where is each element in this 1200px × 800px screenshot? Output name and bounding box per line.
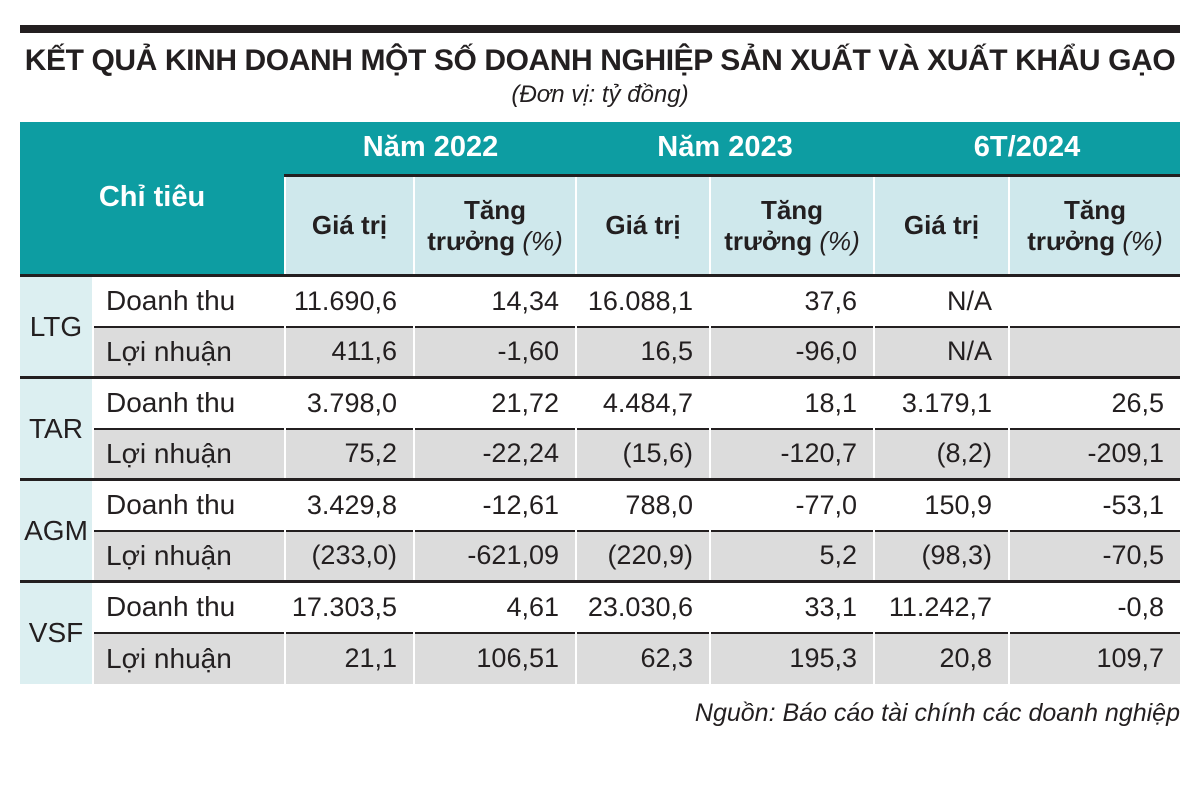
value-cell: 150,9 — [873, 478, 1009, 531]
metric-label: Doanh thu — [92, 478, 285, 531]
value-cell: 106,51 — [413, 631, 576, 684]
unit-note: (Đơn vị: tỷ đồng) — [511, 80, 689, 108]
value-cell: -96,0 — [709, 325, 874, 378]
period-header-6t2024: 6T/2024 — [874, 121, 1181, 177]
metric-label: Lợi nhuận — [92, 427, 285, 480]
value-cell — [1007, 325, 1181, 378]
growth-unit: (%) — [819, 225, 860, 256]
value-cell: 11.690,6 — [284, 275, 414, 327]
value-subheader: Giá trị — [575, 175, 710, 277]
growth-label: Tăng trưởng — [724, 194, 824, 256]
value-cell: 16.088,1 — [575, 275, 710, 327]
profit-row: Lợi nhuận 411,6 -1,60 16,5 -96,0 N/A — [20, 325, 1181, 378]
value-cell: 26,5 — [1007, 376, 1181, 429]
growth-unit: (%) — [522, 225, 563, 256]
value-cell: (220,9) — [575, 529, 710, 582]
metric-label: Doanh thu — [92, 376, 285, 429]
value-cell: 11.242,7 — [873, 580, 1009, 633]
growth-subheader: Tăng trưởng (%) — [413, 175, 576, 277]
ticker-cell: VSF — [20, 580, 93, 684]
value-cell: -77,0 — [709, 478, 874, 531]
value-cell: 195,3 — [709, 631, 874, 684]
period-header-row: Chỉ tiêu Năm 2022 Năm 2023 6T/2024 — [20, 121, 1181, 277]
value-cell: 14,34 — [413, 275, 576, 327]
value-cell: -12,61 — [413, 478, 576, 531]
value-subheader: Giá trị — [284, 175, 414, 277]
value-cell: (15,6) — [575, 427, 710, 480]
revenue-row: VSF Doanh thu 17.303,5 4,61 23.030,6 33,… — [20, 580, 1181, 684]
metric-label: Doanh thu — [92, 580, 285, 633]
value-cell: 109,7 — [1007, 631, 1181, 684]
value-cell: (98,3) — [873, 529, 1009, 582]
value-cell: -0,8 — [1007, 580, 1181, 633]
profit-row: Lợi nhuận 75,2 -22,24 (15,6) -120,7 (8,2… — [20, 427, 1181, 480]
value-cell: -22,24 — [413, 427, 576, 480]
profit-row: Lợi nhuận (233,0) -621,09 (220,9) 5,2 (9… — [20, 529, 1181, 582]
value-cell: 411,6 — [284, 325, 414, 378]
value-cell: 37,6 — [709, 275, 874, 327]
criteria-header: Chỉ tiêu — [20, 121, 285, 277]
metric-label: Lợi nhuận — [92, 529, 285, 582]
value-cell: -209,1 — [1007, 427, 1181, 480]
growth-label: Tăng trưởng — [427, 194, 527, 256]
value-cell: 5,2 — [709, 529, 874, 582]
source-note: Nguồn: Báo cáo tài chính các doanh nghiệ… — [694, 698, 1180, 727]
value-cell: (233,0) — [284, 529, 414, 582]
value-cell: -70,5 — [1007, 529, 1181, 582]
growth-label: Tăng trưởng — [1027, 194, 1127, 256]
value-cell: 21,72 — [413, 376, 576, 429]
results-table: Chỉ tiêu Năm 2022 Năm 2023 6T/2024 Giá t… — [20, 121, 1181, 684]
value-cell: 16,5 — [575, 325, 710, 378]
growth-unit: (%) — [1122, 225, 1163, 256]
value-cell: 23.030,6 — [575, 580, 710, 633]
period-header-2022: Năm 2022 — [285, 121, 576, 177]
value-cell: N/A — [873, 325, 1009, 378]
value-cell: 21,1 — [284, 631, 414, 684]
revenue-row: TAR Doanh thu 3.798,0 21,72 4.484,7 18,1… — [20, 376, 1181, 480]
growth-subheader: Tăng trưởng (%) — [1007, 175, 1181, 277]
value-cell: 3.798,0 — [284, 376, 414, 429]
top-rule — [20, 25, 1180, 33]
ticker-cell: LTG — [20, 275, 93, 378]
ticker-cell: TAR — [20, 376, 93, 480]
period-header-2023: Năm 2023 — [576, 121, 874, 177]
value-cell: -621,09 — [413, 529, 576, 582]
growth-subheader: Tăng trưởng (%) — [709, 175, 874, 277]
value-cell: (8,2) — [873, 427, 1009, 480]
ticker-cell: AGM — [20, 478, 93, 582]
value-cell — [1007, 275, 1181, 327]
value-cell: 20,8 — [873, 631, 1009, 684]
value-cell: -1,60 — [413, 325, 576, 378]
revenue-row: AGM Doanh thu 3.429,8 -12,61 788,0 -77,0… — [20, 478, 1181, 582]
value-cell: 788,0 — [575, 478, 710, 531]
value-subheader: Giá trị — [873, 175, 1009, 277]
revenue-row: LTG Doanh thu 11.690,6 14,34 16.088,1 37… — [20, 275, 1181, 378]
infographic: KẾT QUẢ KINH DOANH MỘT SỐ DOANH NGHIỆP S… — [0, 25, 1200, 728]
value-cell: 33,1 — [709, 580, 874, 633]
value-cell: 4.484,7 — [575, 376, 710, 429]
page-title: KẾT QUẢ KINH DOANH MỘT SỐ DOANH NGHIỆP S… — [24, 44, 1176, 77]
subheader-row: Giá trị Tăng trưởng (%) Giá trị Tăng trư… — [20, 175, 1181, 277]
value-cell: 3.179,1 — [873, 376, 1009, 429]
value-cell: 17.303,5 — [284, 580, 414, 633]
profit-row: Lợi nhuận 21,1 106,51 62,3 195,3 20,8 10… — [20, 631, 1181, 684]
value-cell: N/A — [873, 275, 1009, 327]
metric-label: Lợi nhuận — [92, 631, 285, 684]
value-cell: 75,2 — [284, 427, 414, 480]
value-cell: -53,1 — [1007, 478, 1181, 531]
value-cell: 18,1 — [709, 376, 874, 429]
value-cell: 4,61 — [413, 580, 576, 633]
value-cell: -120,7 — [709, 427, 874, 480]
value-cell: 62,3 — [575, 631, 710, 684]
value-cell: 3.429,8 — [284, 478, 414, 531]
metric-label: Lợi nhuận — [92, 325, 285, 378]
metric-label: Doanh thu — [92, 275, 285, 327]
